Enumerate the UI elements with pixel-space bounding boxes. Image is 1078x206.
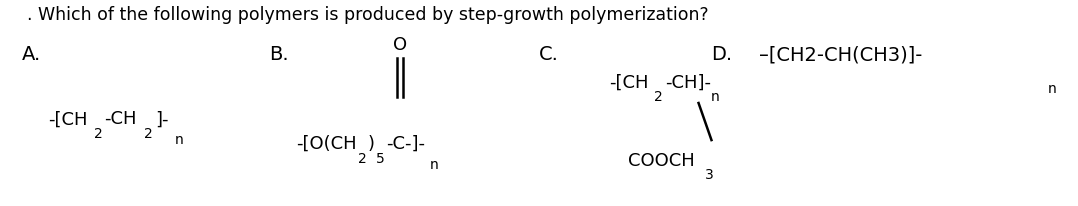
Text: 3: 3 bbox=[705, 168, 714, 182]
Text: . Which of the following polymers is produced by step-growth polymerization?: . Which of the following polymers is pro… bbox=[27, 6, 708, 24]
Text: -[CH: -[CH bbox=[49, 110, 88, 129]
Text: -CH: -CH bbox=[105, 110, 137, 129]
Text: A.: A. bbox=[22, 45, 41, 64]
Text: -[O(CH: -[O(CH bbox=[296, 135, 357, 153]
Text: -CH]-: -CH]- bbox=[665, 73, 711, 91]
Text: 2: 2 bbox=[358, 152, 367, 166]
Text: 2: 2 bbox=[144, 127, 153, 141]
Text: COOCH: COOCH bbox=[628, 152, 695, 170]
Text: -C-]-: -C-]- bbox=[386, 135, 425, 153]
Text: C.: C. bbox=[539, 45, 558, 64]
Text: 2: 2 bbox=[654, 90, 663, 104]
Text: O: O bbox=[392, 36, 407, 54]
Text: D.: D. bbox=[711, 45, 733, 64]
Text: n: n bbox=[175, 133, 183, 147]
Text: n: n bbox=[430, 158, 439, 172]
Text: –[CH2-CH(CH3)]-: –[CH2-CH(CH3)]- bbox=[759, 45, 923, 64]
Text: ]-: ]- bbox=[155, 110, 169, 129]
Text: n: n bbox=[1048, 82, 1056, 96]
Text: ): ) bbox=[368, 135, 374, 153]
Text: -[CH: -[CH bbox=[609, 73, 649, 91]
Text: 2: 2 bbox=[94, 127, 102, 141]
Text: B.: B. bbox=[270, 45, 289, 64]
Text: 5: 5 bbox=[376, 152, 385, 166]
Text: n: n bbox=[710, 90, 719, 104]
